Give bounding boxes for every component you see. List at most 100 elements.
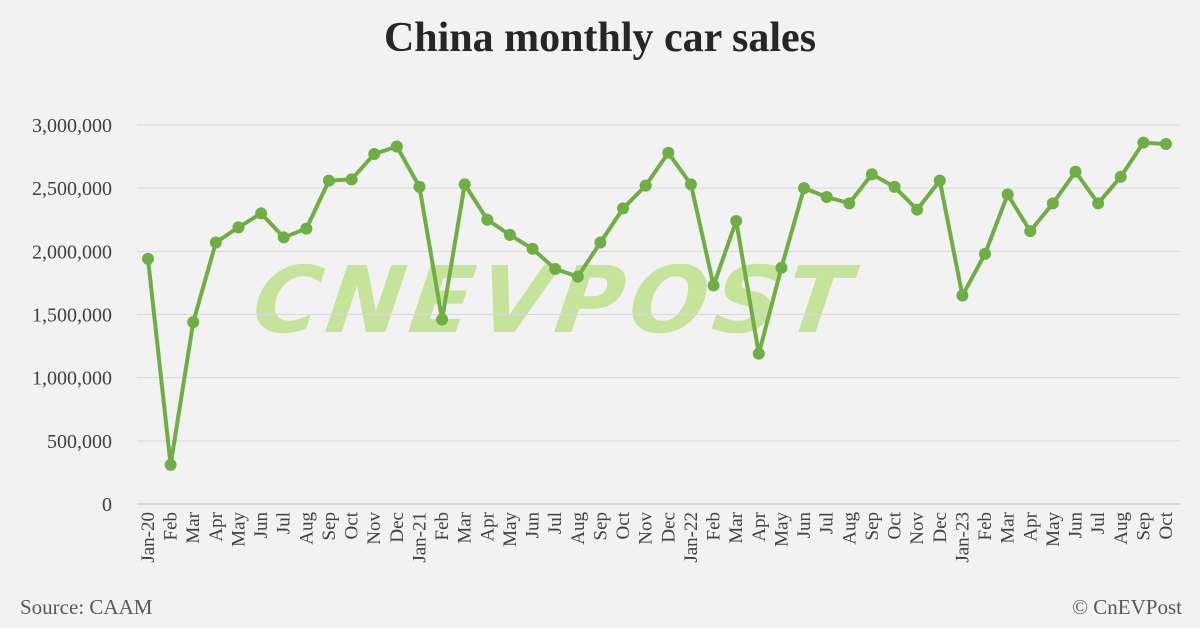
x-tick-label: May — [1043, 512, 1064, 547]
source-note: Source: CAAM — [20, 595, 153, 619]
y-tick-label: 2,000,000 — [32, 241, 112, 263]
y-tick-label: 3,000,000 — [32, 115, 112, 137]
data-point — [798, 182, 811, 195]
data-point — [571, 270, 584, 283]
data-point — [911, 203, 924, 216]
data-point — [1046, 197, 1059, 210]
x-tick-label: Jan-21 — [409, 512, 430, 563]
data-point — [390, 140, 403, 153]
data-point — [752, 347, 765, 360]
data-point — [820, 191, 833, 204]
x-tick-label: May — [771, 512, 792, 547]
x-tick-label: Aug — [1111, 512, 1132, 545]
data-point — [1160, 137, 1172, 150]
data-point — [775, 261, 788, 274]
x-tick-label: Sep — [862, 512, 883, 541]
x-tick-label: Mar — [183, 511, 204, 543]
y-tick-label: 1,000,000 — [32, 368, 112, 390]
data-point — [436, 313, 449, 326]
data-point — [888, 180, 901, 193]
data-point — [368, 148, 381, 161]
x-tick-label: Jun — [794, 512, 815, 539]
y-tick-label: 2,500,000 — [32, 178, 112, 200]
data-point — [481, 213, 494, 226]
x-tick-label: Jul — [274, 512, 295, 534]
x-tick-label: Sep — [590, 512, 611, 541]
x-tick-label: Nov — [907, 512, 928, 545]
x-tick-label: Jan-23 — [952, 512, 973, 563]
copyright-note: © CnEVPost — [1072, 595, 1182, 619]
x-tick-label: Nov — [636, 512, 657, 545]
x-tick-label: Feb — [432, 512, 453, 541]
chart-title: China monthly car sales — [383, 15, 817, 61]
x-tick-label: Feb — [161, 512, 182, 541]
x-tick-label: Jul — [1088, 512, 1109, 534]
data-point — [730, 215, 743, 228]
x-tick-label: Dec — [930, 512, 951, 543]
x-tick-label: Mar — [726, 511, 747, 543]
data-point — [1001, 188, 1014, 201]
data-point — [164, 458, 177, 471]
data-point — [209, 236, 222, 249]
x-tick-label: Jan-20 — [138, 512, 159, 563]
x-tick-label: May — [500, 512, 521, 547]
data-point — [956, 289, 969, 302]
x-tick-label: Oct — [1156, 511, 1177, 539]
x-tick-label: Apr — [477, 511, 498, 541]
data-point — [1137, 136, 1150, 149]
x-tick-label: Dec — [387, 512, 408, 543]
data-point — [255, 207, 268, 220]
x-tick-label: Mar — [455, 511, 476, 543]
data-point — [617, 202, 630, 215]
data-point — [707, 279, 720, 292]
data-point — [933, 174, 946, 187]
x-tick-label: Jun — [523, 512, 544, 539]
data-point — [684, 178, 697, 191]
x-tick-label: Apr — [749, 511, 770, 541]
data-point — [458, 178, 471, 191]
data-point — [300, 222, 313, 235]
x-tick-label: Feb — [704, 512, 725, 541]
x-tick-label: Oct — [613, 511, 634, 539]
data-point — [526, 242, 539, 255]
y-tick-label: 500,000 — [47, 431, 112, 453]
x-tick-label: Aug — [839, 512, 860, 545]
data-point — [322, 174, 335, 187]
x-tick-label: Aug — [296, 512, 317, 545]
data-point — [549, 263, 562, 276]
data-point — [187, 316, 200, 329]
x-tick-label: Aug — [568, 512, 589, 545]
x-tick-label: Apr — [206, 511, 227, 541]
x-tick-label: Jan-22 — [681, 512, 702, 563]
x-tick-label: May — [228, 512, 249, 547]
y-tick-label: 1,500,000 — [32, 305, 112, 327]
data-point — [1092, 197, 1105, 210]
data-point — [503, 228, 516, 241]
x-tick-label: Feb — [975, 512, 996, 541]
data-point — [639, 179, 652, 192]
data-point — [594, 236, 607, 249]
x-tick-label: Oct — [885, 511, 906, 539]
x-tick-label: Dec — [658, 512, 679, 543]
x-tick-label: Mar — [998, 511, 1019, 543]
y-tick-label: 0 — [102, 494, 112, 516]
data-point — [865, 168, 878, 181]
x-tick-label: Jul — [817, 512, 838, 534]
data-point — [277, 231, 290, 244]
data-point — [979, 247, 992, 260]
data-point — [1024, 225, 1037, 238]
x-tick-label: Jun — [1066, 512, 1087, 539]
x-tick-label: Apr — [1020, 511, 1041, 541]
x-tick-label: Oct — [342, 511, 363, 539]
data-point — [142, 252, 154, 265]
data-point — [662, 146, 675, 159]
data-point — [1114, 170, 1127, 183]
series-line — [146, 140, 1167, 467]
x-tick-label: Jun — [251, 512, 272, 539]
x-tick-label: Jul — [545, 512, 566, 534]
x-tick-label: Nov — [364, 512, 385, 545]
data-point — [1069, 165, 1082, 178]
x-tick-label: Sep — [1133, 512, 1154, 541]
data-point — [345, 173, 358, 186]
